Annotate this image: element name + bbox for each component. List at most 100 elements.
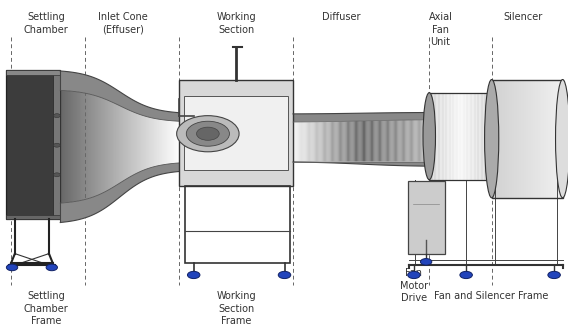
Polygon shape: [94, 95, 96, 197]
Polygon shape: [376, 121, 377, 162]
Polygon shape: [295, 122, 296, 162]
Polygon shape: [159, 119, 160, 165]
Polygon shape: [110, 101, 112, 189]
Polygon shape: [71, 91, 72, 202]
Polygon shape: [73, 91, 75, 202]
Polygon shape: [422, 120, 423, 162]
Polygon shape: [339, 121, 340, 162]
Polygon shape: [152, 118, 154, 167]
Polygon shape: [417, 120, 418, 162]
Bar: [184, 96, 288, 170]
Text: Inlet Cone
(Effuser): Inlet Cone (Effuser): [98, 12, 147, 35]
Polygon shape: [314, 122, 315, 162]
Polygon shape: [494, 79, 495, 198]
Polygon shape: [378, 121, 379, 162]
Polygon shape: [377, 121, 378, 162]
Polygon shape: [117, 105, 118, 185]
Polygon shape: [293, 122, 294, 162]
Polygon shape: [149, 117, 150, 169]
Polygon shape: [68, 91, 69, 202]
Polygon shape: [312, 122, 314, 162]
Polygon shape: [529, 79, 530, 198]
Polygon shape: [353, 121, 354, 162]
Text: Fan and Silencer Frame: Fan and Silencer Frame: [435, 291, 549, 302]
Polygon shape: [307, 122, 308, 162]
Bar: [492, 79, 563, 198]
Polygon shape: [296, 122, 298, 162]
Polygon shape: [549, 79, 550, 198]
Polygon shape: [532, 79, 533, 198]
Polygon shape: [357, 121, 358, 162]
Circle shape: [186, 121, 229, 146]
Polygon shape: [84, 93, 85, 200]
Polygon shape: [306, 122, 307, 162]
Polygon shape: [534, 79, 535, 198]
Polygon shape: [545, 79, 546, 198]
Polygon shape: [122, 107, 123, 182]
Polygon shape: [342, 121, 343, 162]
Polygon shape: [369, 121, 370, 162]
Polygon shape: [147, 117, 149, 169]
Polygon shape: [504, 79, 505, 198]
Polygon shape: [501, 79, 502, 198]
Polygon shape: [108, 100, 109, 190]
Polygon shape: [428, 120, 429, 162]
Polygon shape: [420, 120, 421, 162]
Polygon shape: [366, 121, 368, 162]
Polygon shape: [158, 119, 159, 166]
Polygon shape: [418, 120, 419, 162]
Polygon shape: [69, 91, 71, 202]
Polygon shape: [510, 79, 512, 198]
Polygon shape: [380, 121, 381, 162]
Polygon shape: [326, 122, 327, 162]
Polygon shape: [555, 79, 556, 198]
Polygon shape: [121, 107, 122, 182]
Polygon shape: [385, 120, 386, 162]
Polygon shape: [156, 119, 158, 166]
Polygon shape: [72, 91, 73, 202]
Polygon shape: [386, 120, 387, 162]
Polygon shape: [500, 79, 501, 198]
Polygon shape: [104, 99, 105, 192]
Polygon shape: [424, 120, 426, 162]
Polygon shape: [379, 121, 380, 162]
Polygon shape: [116, 104, 117, 186]
Polygon shape: [98, 96, 100, 195]
Polygon shape: [518, 79, 519, 198]
Polygon shape: [493, 79, 494, 198]
Polygon shape: [523, 79, 525, 198]
Polygon shape: [89, 94, 90, 198]
Polygon shape: [362, 121, 363, 162]
Polygon shape: [334, 122, 335, 162]
Polygon shape: [394, 120, 395, 162]
Polygon shape: [308, 122, 309, 162]
Polygon shape: [76, 92, 77, 201]
Polygon shape: [530, 79, 531, 198]
Polygon shape: [403, 120, 404, 162]
Polygon shape: [319, 122, 320, 162]
Polygon shape: [332, 122, 333, 162]
Polygon shape: [520, 79, 521, 198]
Polygon shape: [293, 113, 429, 122]
Polygon shape: [346, 121, 347, 162]
Polygon shape: [109, 101, 110, 189]
Polygon shape: [310, 122, 311, 162]
Polygon shape: [356, 121, 357, 162]
Polygon shape: [337, 121, 339, 162]
Polygon shape: [384, 120, 385, 162]
Polygon shape: [80, 92, 81, 201]
Polygon shape: [62, 90, 63, 203]
Polygon shape: [106, 99, 108, 191]
Ellipse shape: [485, 93, 498, 180]
Polygon shape: [371, 121, 372, 162]
Polygon shape: [340, 121, 341, 162]
Polygon shape: [414, 120, 415, 162]
Polygon shape: [316, 122, 317, 162]
Polygon shape: [164, 120, 166, 164]
Polygon shape: [370, 121, 371, 162]
Polygon shape: [495, 79, 496, 198]
Polygon shape: [358, 121, 360, 162]
Polygon shape: [176, 121, 178, 163]
Polygon shape: [352, 121, 353, 162]
Polygon shape: [390, 120, 391, 162]
